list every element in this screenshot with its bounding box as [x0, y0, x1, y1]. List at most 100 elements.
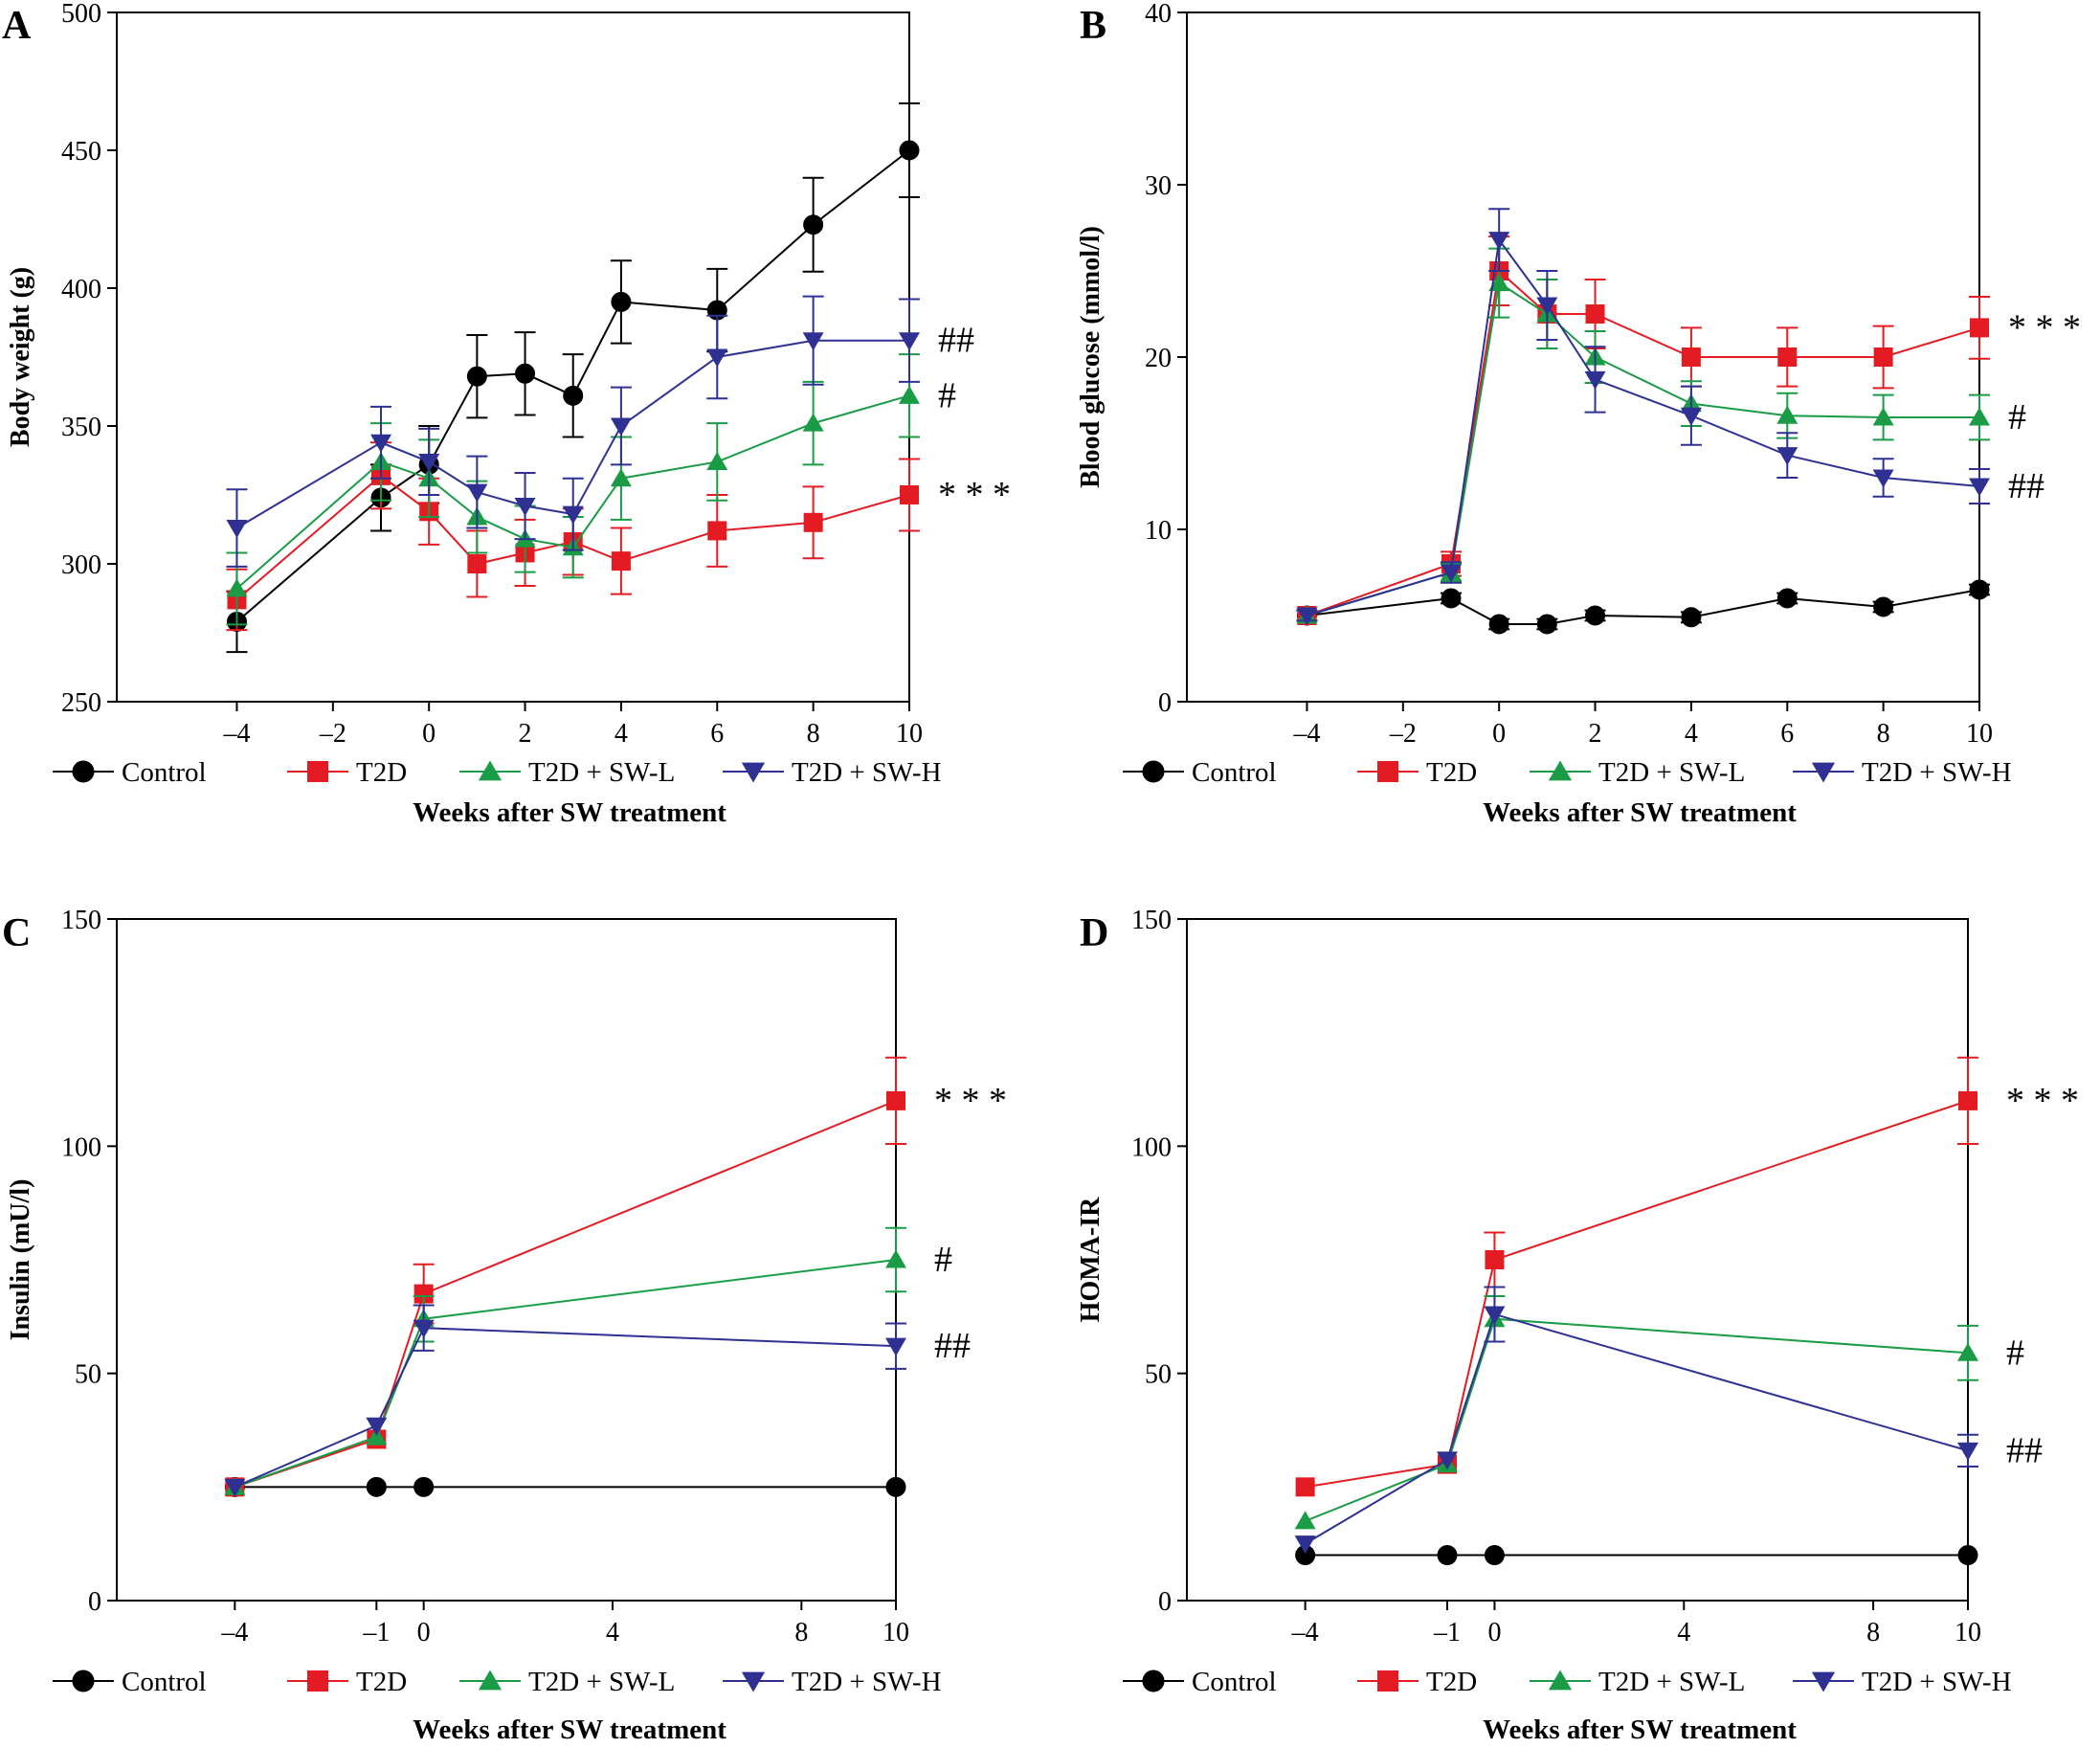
data-point	[1681, 347, 1701, 367]
data-point	[885, 1249, 906, 1268]
legend-item: T2D + SW-H	[1793, 1667, 2012, 1697]
y-tick-label: 0	[88, 1587, 101, 1617]
data-point	[515, 363, 536, 384]
data-point	[1969, 478, 1990, 497]
series-control	[224, 1476, 906, 1497]
series-t2d-sw-l	[1296, 247, 1990, 624]
legend: Control T2D T2D + SW-L T2D + SW-H	[1123, 1667, 2012, 1697]
legend-marker	[1377, 1670, 1398, 1692]
x-tick-label: 0	[1492, 719, 1506, 749]
legend-marker	[478, 760, 503, 781]
data-point	[1585, 605, 1606, 626]
data-point	[1488, 273, 1510, 292]
x-tick-label: –4	[1292, 719, 1320, 749]
significance-annotation: ##	[934, 1326, 971, 1366]
legend-marker	[741, 762, 766, 783]
significance-annotation: * * *	[934, 1081, 1007, 1121]
legend-marker	[478, 1670, 503, 1691]
data-point	[611, 291, 632, 312]
data-point	[1488, 614, 1509, 635]
legend-item: Control	[1123, 757, 1277, 788]
series-line	[1305, 1317, 1969, 1522]
x-tick-label: 10	[1966, 719, 1993, 749]
y-tick-label: 0	[1158, 1587, 1172, 1617]
x-tick-label: 4	[614, 719, 628, 749]
data-point	[226, 520, 248, 539]
legend-label: T2D + SW-L	[1598, 1667, 1745, 1697]
data-point	[466, 366, 487, 387]
legend-marker	[1377, 761, 1398, 782]
legend-item: T2D + SW-L	[459, 757, 675, 788]
legend-item: T2D + SW-H	[1793, 757, 2012, 788]
significance-annotation: #	[2006, 1333, 2024, 1373]
y-axis-label: HOMA-IR	[1076, 1197, 1106, 1322]
data-point	[562, 505, 584, 525]
legend-label: T2D	[356, 757, 407, 788]
legend-item: Control	[53, 1667, 207, 1697]
legend-marker	[1142, 760, 1165, 783]
data-point	[610, 468, 632, 487]
data-point	[706, 451, 728, 470]
y-tick-label: 100	[1131, 1132, 1172, 1162]
data-point	[899, 385, 920, 404]
data-point	[1296, 607, 1318, 626]
legend-label: T2D + SW-H	[792, 757, 942, 788]
series-line	[1307, 237, 1980, 616]
significance-annotation: ##	[938, 321, 974, 361]
series-line	[235, 149, 910, 623]
data-point	[1872, 469, 1894, 488]
x-tick-label: 4	[1677, 1618, 1690, 1647]
data-point	[1585, 304, 1605, 324]
series-t2d-sw-h	[224, 1304, 906, 1497]
series-line	[234, 1327, 897, 1489]
panel-D: D 0 50 100 150 –4 –1 0 4 8 10 HOMA-IR Weeks after SW…	[1076, 906, 2079, 1745]
series-line	[1305, 1099, 1969, 1489]
panel-B: B 0 10 20 30 40 –4 –2 0 2 4 6 8 10 Blood glucose (mmol…	[1076, 0, 2081, 828]
x-tick-label: –2	[1389, 719, 1417, 749]
legend-marker	[72, 1670, 95, 1692]
significance-annotation: * * *	[2008, 307, 2081, 347]
y-tick-label: 500	[61, 0, 101, 29]
panel-letter: A	[2, 4, 32, 48]
data-point	[466, 483, 488, 503]
data-point	[1957, 1342, 1978, 1361]
legend-label: Control	[122, 757, 207, 788]
x-tick-label: 2	[1589, 719, 1602, 749]
legend-marker	[307, 1670, 328, 1692]
series-line	[1305, 1312, 1969, 1545]
data-point	[1776, 405, 1798, 424]
legend-label: T2D + SW-H	[792, 1667, 942, 1697]
series-t2d-sw-l	[1294, 1294, 1978, 1530]
x-tick-label: 8	[1866, 1618, 1880, 1647]
y-tick-label: 350	[61, 413, 101, 442]
series-line	[1307, 269, 1980, 616]
legend-label: T2D + SW-L	[528, 757, 675, 788]
y-tick-label: 10	[1145, 516, 1172, 546]
data-point	[1536, 297, 1558, 316]
legend-item: Control	[1123, 1667, 1277, 1697]
y-tick-label: 250	[61, 688, 101, 718]
x-tick-label: 8	[807, 719, 820, 749]
series-t2d	[226, 441, 920, 632]
series-line	[235, 474, 910, 601]
data-point	[707, 521, 727, 541]
legend-item: Control	[53, 757, 207, 788]
data-point	[1680, 407, 1702, 426]
x-axis-label: Weeks after SW treatment	[413, 797, 726, 828]
data-point	[802, 413, 824, 432]
data-point	[1872, 407, 1894, 426]
significance-annotation: ##	[2008, 466, 2044, 506]
data-point	[514, 498, 536, 517]
data-point	[1295, 1477, 1315, 1497]
legend-item: T2D + SW-L	[1530, 757, 1745, 788]
significance-annotation: #	[2008, 397, 2026, 437]
series-t2d-sw-h	[1294, 1286, 1978, 1555]
legend-marker	[741, 1671, 766, 1692]
data-point	[885, 1476, 906, 1497]
data-point	[1441, 588, 1462, 609]
y-tick-label: 100	[61, 1132, 101, 1162]
data-point	[706, 348, 728, 368]
data-point	[1437, 1451, 1458, 1470]
data-point	[1970, 318, 1989, 338]
